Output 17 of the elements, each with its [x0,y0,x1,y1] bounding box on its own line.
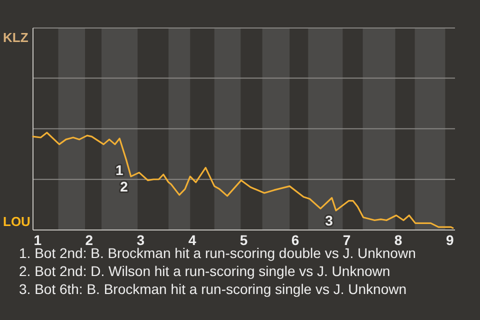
x-tick-label: 9 [446,232,454,248]
annotation: 1 [115,162,124,178]
x-tick-label: 2 [85,232,94,248]
x-tick-label: 6 [291,232,300,248]
x-tick-label: 4 [188,232,196,248]
annotation: 2 [120,178,128,194]
text: 1. Bot 2nd: B. Brockman hit a run-scoring double vs J. Unknown [19,245,416,261]
x-tick-label: 3 [136,232,145,248]
x-tick-label: 1 [34,232,42,248]
annotation: 3 [325,212,334,229]
x-tick-label: 8 [394,232,402,248]
text: LOU [3,214,30,229]
text: KLZ [3,30,28,45]
x-tick-label: 5 [240,232,248,248]
text: 3. Bot 6th: B. Brockman hit a run-scoring single vs J. Unknown [19,281,407,297]
text: 2. Bot 2nd: D. Wilson hit a run-scoring single vs J. Unknown [19,263,390,279]
x-tick-label: 7 [342,232,351,248]
